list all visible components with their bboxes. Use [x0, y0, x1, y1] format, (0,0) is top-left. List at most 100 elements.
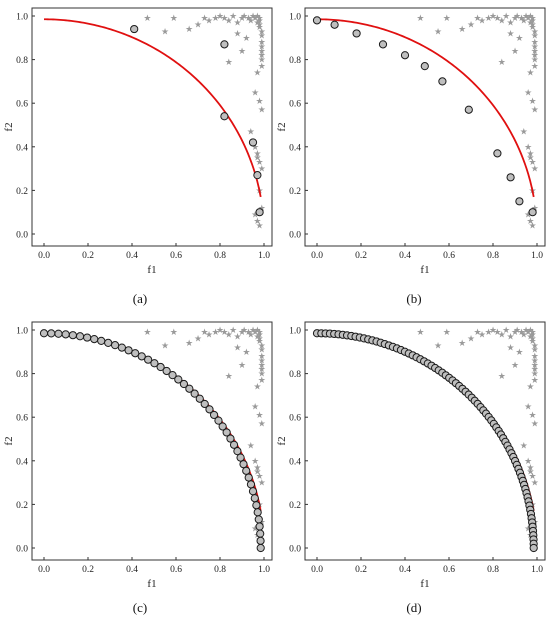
solution-circle — [97, 336, 106, 345]
x-tick-label: 1.0 — [531, 251, 543, 261]
y-tick-label: 0.0 — [16, 545, 28, 555]
star-point: ★ — [225, 15, 233, 25]
star-point: ★ — [515, 347, 523, 357]
y-tick-label: 0.8 — [16, 56, 28, 66]
star-point: ★ — [251, 13, 259, 23]
star-point: ★ — [216, 11, 224, 21]
y-axis-label: f2 — [3, 122, 15, 131]
solution-circle — [179, 379, 189, 389]
solution-circle — [250, 494, 259, 503]
x-tick-label: 0.4 — [399, 565, 411, 575]
star-point: ★ — [161, 26, 169, 36]
solution-circle — [254, 515, 263, 524]
star-point: ★ — [212, 327, 220, 337]
solution-circle — [312, 16, 322, 25]
panel-1: 0.0 0.2 0.4 0.6 0.8 1.0 0.0 0.2 0.4 0.6 0.8 1.0 f1 f2… — [3, 7, 273, 306]
star-point: ★ — [489, 11, 497, 21]
star-point: ★ — [529, 157, 537, 167]
star-point: ★ — [249, 325, 257, 335]
star-point: ★ — [251, 209, 259, 219]
star-point: ★ — [485, 13, 493, 23]
solution-circle — [255, 208, 264, 217]
star-point: ★ — [526, 216, 534, 226]
star-point: ★ — [531, 340, 539, 350]
star-point: ★ — [253, 467, 261, 477]
solution-circle — [528, 208, 537, 217]
solution-circle — [130, 24, 139, 34]
solution-circle — [438, 77, 447, 86]
solution-circle — [39, 329, 49, 338]
star-point: ★ — [205, 329, 213, 339]
x-tick-label: 1.0 — [258, 565, 270, 575]
star-point: ★ — [185, 24, 193, 34]
star-point: ★ — [502, 11, 510, 21]
star-point: ★ — [498, 329, 506, 339]
star-point: ★ — [256, 96, 264, 106]
star-point: ★ — [258, 375, 266, 385]
solution-circle — [493, 149, 502, 158]
star-point: ★ — [531, 478, 539, 488]
solution-circle — [205, 405, 214, 414]
solution-circle — [256, 529, 265, 538]
star-point: ★ — [258, 50, 266, 60]
star-point: ★ — [238, 360, 246, 370]
star-point: ★ — [251, 327, 259, 337]
star-point: ★ — [258, 105, 266, 115]
solution-circle — [68, 331, 77, 340]
solution-circle — [464, 105, 473, 114]
star-point: ★ — [416, 13, 424, 23]
solution-circle — [242, 466, 251, 475]
x-tick-label: 0.0 — [311, 251, 323, 261]
star-point: ★ — [258, 46, 266, 56]
y-tick-label: 0.2 — [289, 501, 301, 511]
star-point: ★ — [242, 33, 250, 43]
star-point: ★ — [256, 22, 264, 32]
star-point: ★ — [526, 325, 534, 335]
star-point: ★ — [531, 345, 539, 355]
y-axis-label: f2 — [276, 436, 288, 445]
star-point: ★ — [524, 401, 532, 411]
x-tick-label: 0.0 — [38, 565, 50, 575]
solution-circle — [506, 173, 515, 182]
star-point: ★ — [258, 419, 266, 429]
star-point: ★ — [526, 68, 534, 78]
solution-circle — [253, 508, 262, 517]
star-point: ★ — [253, 382, 261, 392]
star-point: ★ — [234, 332, 242, 342]
star-point: ★ — [531, 31, 539, 41]
solution-circle — [168, 371, 177, 380]
solution-circle — [252, 501, 261, 510]
star-point: ★ — [253, 148, 261, 158]
star-point: ★ — [526, 467, 534, 477]
x-tick-label: 0.6 — [170, 565, 182, 575]
solution-circle — [352, 29, 361, 38]
star-point: ★ — [524, 87, 532, 97]
solution-circle — [236, 453, 245, 462]
star-point: ★ — [258, 42, 266, 52]
solution-circle — [222, 428, 231, 437]
y-tick-label: 0.4 — [289, 457, 301, 467]
solution-circle — [253, 171, 262, 180]
star-point: ★ — [258, 360, 266, 370]
star-point: ★ — [531, 55, 539, 65]
star-point: ★ — [245, 327, 253, 337]
star-point: ★ — [225, 57, 233, 67]
x-tick-label: 1.0 — [258, 251, 270, 261]
star-point: ★ — [258, 26, 266, 36]
solution-circle — [239, 460, 248, 469]
y-tick-label: 0.4 — [16, 143, 28, 153]
star-point: ★ — [524, 327, 532, 337]
star-point: ★ — [531, 364, 539, 374]
star-point: ★ — [526, 153, 534, 163]
star-point: ★ — [520, 441, 528, 451]
star-point: ★ — [240, 325, 248, 335]
y-tick-label: 0.6 — [16, 100, 28, 110]
star-point: ★ — [443, 13, 451, 23]
star-point: ★ — [253, 18, 261, 28]
solution-circle — [248, 487, 258, 496]
star-point: ★ — [474, 13, 482, 23]
star-point: ★ — [529, 410, 537, 420]
star-point: ★ — [529, 336, 537, 346]
star-point: ★ — [234, 342, 242, 352]
panel-label: (a) — [133, 291, 147, 306]
